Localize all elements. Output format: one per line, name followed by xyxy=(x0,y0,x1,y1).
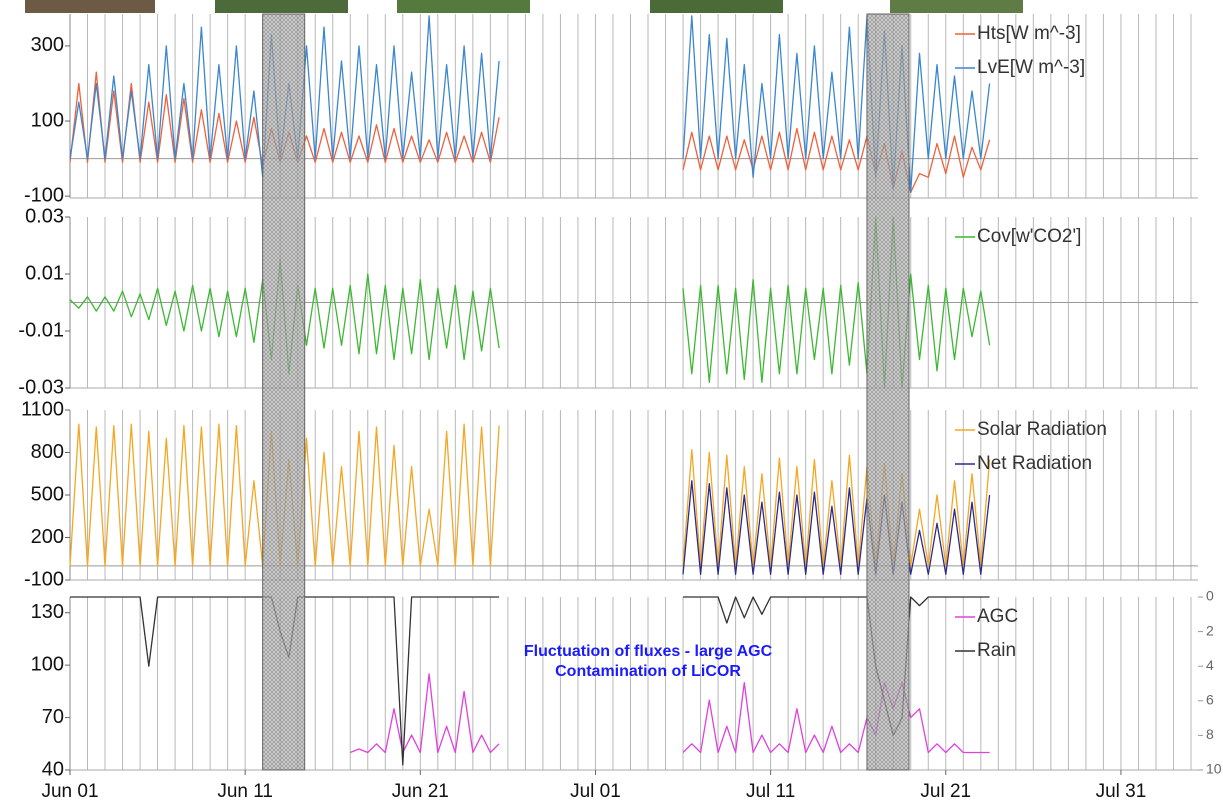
highlight-band xyxy=(866,13,910,771)
y-tick-label: -0.03 xyxy=(18,376,64,398)
legend-label: Hts[W m^-3] xyxy=(977,23,1081,44)
y2-tick-label: 8 xyxy=(1206,726,1214,742)
y-tick-label: 500 xyxy=(31,483,64,505)
y-tick-label: 800 xyxy=(31,441,64,463)
x-tick-label: Jun 21 xyxy=(392,781,449,802)
y-tick-label: 130 xyxy=(31,601,64,623)
legend-label: Cov[w'CO2'] xyxy=(977,226,1081,247)
y-tick-label: 1100 xyxy=(21,398,64,420)
y2-tick-label: 4 xyxy=(1206,657,1214,673)
photo-strip xyxy=(25,0,1023,13)
series-line xyxy=(349,673,990,754)
y-tick-label: 70 xyxy=(42,706,64,728)
y-tick-label: 100 xyxy=(31,109,64,131)
annotation: Fluctuation of fluxes - large AGC xyxy=(524,643,773,660)
series-line xyxy=(69,15,991,194)
highlight-band xyxy=(262,13,306,771)
y2-tick-label: 2 xyxy=(1206,622,1214,638)
y-tick-label: -0.01 xyxy=(18,319,64,341)
y-tick-label: 40 xyxy=(42,758,64,780)
series-line xyxy=(70,596,990,766)
x-tick-label: Jul 01 xyxy=(570,781,621,802)
y-tick-label: 300 xyxy=(31,34,64,56)
photo xyxy=(215,0,348,13)
y-tick-label: 0.03 xyxy=(25,205,64,227)
photo xyxy=(25,0,155,13)
y-tick-label: -100 xyxy=(24,568,64,590)
legend-label: Solar Radiation xyxy=(977,419,1107,440)
y-tick-label: 100 xyxy=(31,653,64,675)
legend-label: Net Radiation xyxy=(977,453,1092,474)
x-tick-label: Jul 11 xyxy=(746,781,795,802)
y2-tick-label: 6 xyxy=(1206,692,1214,708)
photo xyxy=(890,0,1023,13)
y-tick-label: -100 xyxy=(24,184,64,206)
x-tick-label: Jul 31 xyxy=(1096,781,1147,802)
y2-tick-label: 10 xyxy=(1206,761,1222,777)
photo xyxy=(650,0,783,13)
photo xyxy=(397,0,530,13)
series-line xyxy=(69,423,991,567)
y-tick-label: 0.01 xyxy=(25,262,64,284)
legend-label: LvE[W m^-3] xyxy=(977,57,1085,78)
y2-tick-label: 0 xyxy=(1206,588,1214,604)
legend-label: AGC xyxy=(977,606,1018,627)
x-tick-label: Jul 21 xyxy=(920,781,971,802)
annotation: Contamination of LiCOR xyxy=(555,663,741,680)
x-tick-label: Jun 11 xyxy=(217,781,273,802)
legend-label: Rain xyxy=(977,640,1016,661)
x-tick-label: Jun 01 xyxy=(41,781,98,802)
series-line xyxy=(682,480,991,575)
y-tick-label: 200 xyxy=(31,526,64,548)
